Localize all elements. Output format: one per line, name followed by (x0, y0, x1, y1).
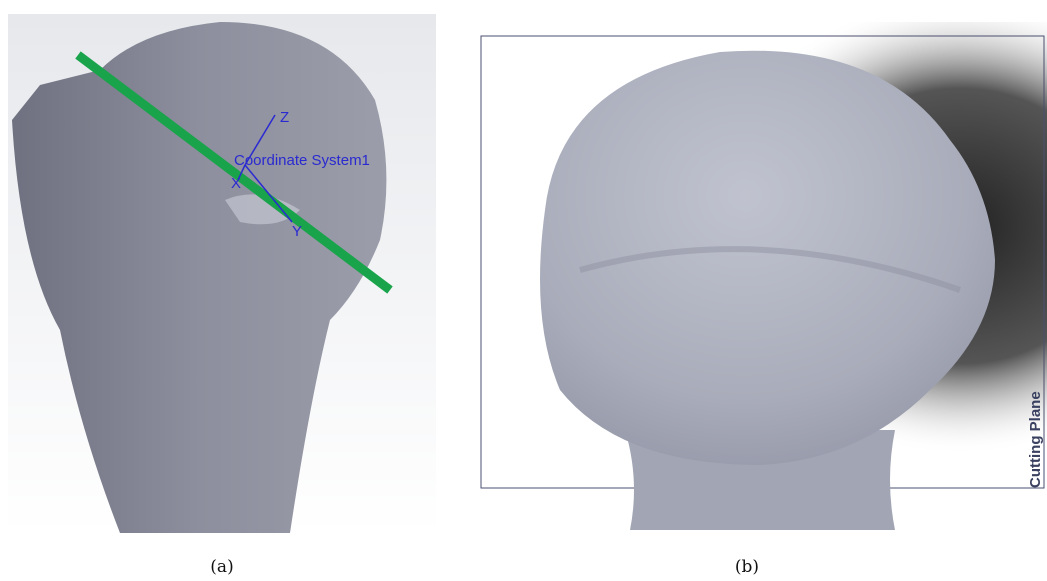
panel-b: Cutting Plane (b) (468, 22, 1047, 577)
cutting-plane-label: Cutting Plane (1027, 391, 1044, 488)
page: Z X Y Coordinate System1 (a) Cutting Pla… (0, 0, 1047, 581)
panel-a: Z X Y Coordinate System1 (a) (8, 14, 436, 577)
z-label: Z (280, 109, 289, 126)
coordinate-system-label: Coordinate System1 (234, 152, 370, 169)
caption-a: (a) (210, 557, 233, 577)
x-label: X (231, 175, 241, 192)
figure: Z X Y Coordinate System1 (a) Cutting Pla… (0, 0, 1047, 581)
y-label: Y (292, 223, 302, 240)
caption-b: (b) (735, 557, 759, 577)
